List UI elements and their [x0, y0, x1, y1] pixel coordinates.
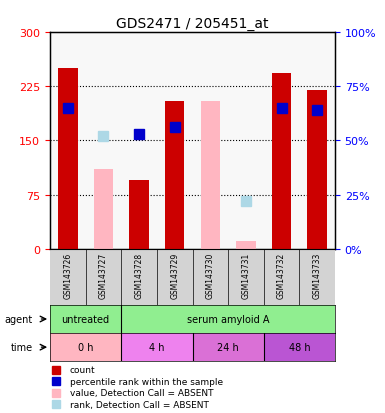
- Bar: [201, 102, 220, 249]
- Text: GSM143729: GSM143729: [170, 252, 179, 298]
- Text: GSM143726: GSM143726: [64, 252, 72, 298]
- Bar: [192, 249, 228, 305]
- Text: agent: agent: [5, 314, 33, 324]
- Bar: [94, 170, 113, 249]
- Bar: [85, 33, 121, 249]
- Bar: [272, 74, 291, 249]
- Bar: [300, 249, 335, 305]
- Text: 48 h: 48 h: [288, 342, 310, 352]
- Bar: [121, 249, 157, 305]
- Text: GSM143727: GSM143727: [99, 252, 108, 298]
- Bar: [50, 333, 121, 361]
- Text: count: count: [70, 366, 95, 375]
- Bar: [50, 305, 121, 333]
- Text: GSM143733: GSM143733: [313, 252, 321, 298]
- Bar: [300, 33, 335, 249]
- Text: rank, Detection Call = ABSENT: rank, Detection Call = ABSENT: [70, 400, 209, 408]
- Bar: [192, 33, 228, 249]
- Text: GSM143728: GSM143728: [135, 252, 144, 298]
- Text: GSM143732: GSM143732: [277, 252, 286, 298]
- Bar: [121, 333, 192, 361]
- Text: time: time: [11, 342, 33, 352]
- Bar: [264, 333, 335, 361]
- Bar: [50, 249, 85, 305]
- Bar: [85, 249, 121, 305]
- Bar: [264, 33, 300, 249]
- Bar: [157, 249, 192, 305]
- Bar: [236, 242, 256, 249]
- Text: untreated: untreated: [62, 314, 110, 324]
- Bar: [121, 33, 157, 249]
- Title: GDS2471 / 205451_at: GDS2471 / 205451_at: [116, 17, 269, 31]
- Text: serum amyloid A: serum amyloid A: [187, 314, 270, 324]
- Bar: [58, 69, 78, 249]
- Bar: [129, 180, 149, 249]
- Bar: [165, 102, 184, 249]
- Bar: [264, 249, 300, 305]
- Bar: [228, 33, 264, 249]
- Text: 4 h: 4 h: [149, 342, 165, 352]
- Bar: [236, 245, 256, 249]
- Bar: [307, 90, 327, 249]
- Text: percentile rank within the sample: percentile rank within the sample: [70, 377, 223, 386]
- Text: GSM143730: GSM143730: [206, 252, 215, 298]
- Text: GSM143731: GSM143731: [241, 252, 250, 298]
- Text: 24 h: 24 h: [217, 342, 239, 352]
- Text: value, Detection Call = ABSENT: value, Detection Call = ABSENT: [70, 388, 214, 397]
- Text: 0 h: 0 h: [78, 342, 94, 352]
- Bar: [121, 305, 335, 333]
- Bar: [192, 333, 264, 361]
- Bar: [157, 33, 192, 249]
- Bar: [50, 33, 85, 249]
- Bar: [228, 249, 264, 305]
